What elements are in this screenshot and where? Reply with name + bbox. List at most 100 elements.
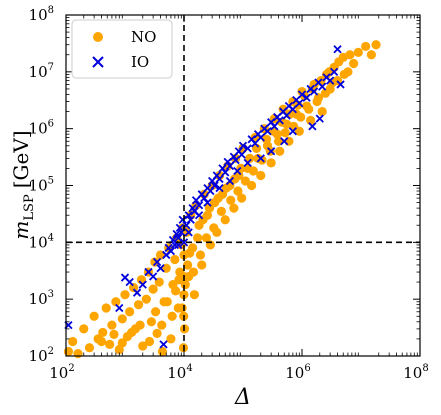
point-no-22 [141, 294, 151, 304]
x-tick-label-0: 102 [49, 363, 74, 382]
point-no-130 [216, 206, 226, 217]
point-io-5 [138, 280, 147, 289]
y-tick-label-6: 108 [29, 5, 54, 24]
point-no-67 [229, 203, 239, 213]
legend-no-label: NO [131, 28, 156, 46]
y-axis-title: mLSP [GeV] [9, 130, 37, 239]
point-no-1 [68, 336, 78, 347]
point-no-10 [107, 320, 117, 330]
point-io-79 [256, 154, 265, 163]
point-io-80 [243, 158, 252, 168]
point-io-13 [166, 247, 176, 256]
svg-text:mLSP[GeV]: mLSP [GeV] [9, 130, 37, 239]
legend-no-marker [93, 32, 103, 42]
point-no-156 [320, 88, 331, 98]
point-no-103 [361, 41, 371, 52]
point-no-109 [127, 327, 137, 338]
y-tick-label-3: 105 [29, 176, 54, 195]
point-io-64 [302, 93, 311, 102]
point-io-72 [333, 45, 342, 54]
point-io-86 [184, 228, 193, 237]
point-io-74 [315, 114, 324, 123]
point-no-119 [180, 280, 190, 290]
point-no-123 [192, 233, 203, 243]
point-no-79 [266, 158, 276, 168]
x-tick-label-3: 108 [403, 363, 428, 382]
point-io-8 [152, 257, 162, 267]
point-io-1 [115, 303, 124, 313]
point-no-126 [201, 233, 212, 243]
point-io-46 [243, 144, 252, 153]
point-no-141 [261, 134, 272, 144]
point-no-64 [220, 215, 230, 225]
point-no-128 [209, 223, 219, 233]
point-io-68 [318, 82, 327, 91]
legend-box [71, 19, 173, 79]
point-io-40 [225, 161, 235, 171]
y-tick-label-5: 107 [29, 62, 54, 81]
point-io-71 [329, 67, 339, 76]
y-tick-label-1: 103 [29, 289, 54, 308]
x-tick-label-2: 106 [285, 363, 310, 382]
data-points [63, 40, 381, 359]
point-no-52 [189, 290, 199, 300]
point-io-52 [263, 127, 272, 136]
point-no-34 [166, 334, 176, 344]
point-io-24 [186, 215, 195, 224]
point-no-111 [144, 336, 155, 347]
point-io-48 [250, 139, 260, 148]
point-io-76 [288, 127, 297, 136]
point-no-108 [117, 338, 127, 348]
point-no-76 [256, 170, 266, 181]
point-io-84 [203, 198, 212, 207]
point-io-56 [275, 116, 284, 125]
y-axis-title-main: m [9, 221, 33, 240]
point-io-63 [297, 90, 307, 99]
point-io-27 [191, 196, 201, 205]
point-io-20 [178, 215, 187, 224]
point-io-66 [309, 87, 319, 96]
point-no-44 [179, 290, 189, 300]
point-no-91 [306, 115, 316, 125]
point-no-85 [284, 136, 294, 146]
point-io-77 [280, 137, 289, 146]
point-no-116 [170, 286, 181, 296]
point-no-107 [109, 329, 119, 339]
point-no-19 [133, 300, 144, 310]
point-io-37 [218, 164, 227, 173]
legend: NO IO [71, 19, 173, 79]
point-no-115 [167, 311, 177, 321]
point-no-36 [170, 254, 180, 265]
point-no-131 [221, 183, 231, 193]
point-no-160 [339, 69, 349, 80]
point-no-112 [150, 307, 161, 317]
point-no-154 [312, 96, 322, 107]
point-no-26 [150, 257, 160, 267]
point-io-34 [210, 181, 219, 190]
point-no-118 [177, 303, 187, 313]
point-io-23 [184, 211, 193, 220]
point-io-28 [194, 201, 204, 210]
point-io-7 [149, 272, 158, 281]
point-io-81 [233, 166, 242, 176]
point-no-94 [317, 106, 327, 117]
point-no-55 [197, 260, 207, 270]
point-no-3 [79, 324, 89, 334]
point-io-78 [267, 147, 276, 156]
point-io-36 [215, 174, 224, 184]
point-no-127 [204, 203, 215, 213]
point-io-85 [194, 211, 204, 220]
point-no-8 [101, 303, 111, 313]
reference-lines [66, 15, 420, 356]
point-no-105 [371, 40, 381, 50]
point-no-0 [63, 346, 74, 357]
point-no-11 [111, 297, 121, 307]
point-no-146 [280, 128, 290, 138]
y-axis-title-sub: LSP [22, 194, 37, 221]
x-axis-title: Δ [234, 385, 251, 410]
y-tick-label-4: 106 [29, 119, 54, 138]
point-no-27 [152, 328, 162, 338]
point-io-50 [256, 133, 265, 142]
point-io-45 [238, 141, 248, 150]
